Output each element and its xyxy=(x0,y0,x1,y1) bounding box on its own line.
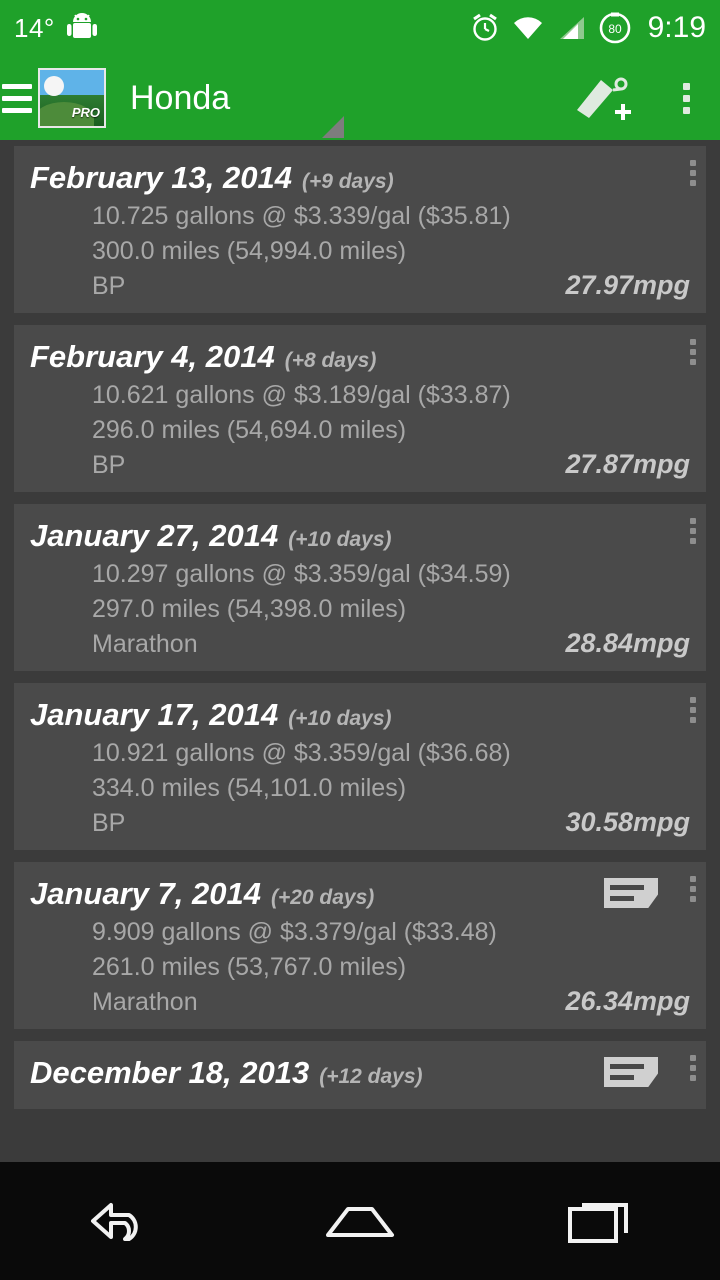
entry-mpg: 28.84mpg xyxy=(565,628,690,658)
list-item-footer: Marathon 28.84mpg xyxy=(30,628,690,659)
entry-distance: 334.0 miles (54,101.0 miles) xyxy=(92,774,407,802)
list-item[interactable]: January 7, 2014 (+20 days) 9.909 gallons… xyxy=(14,862,706,1029)
list-item[interactable]: February 4, 2014 (+8 days) 10.621 gallon… xyxy=(14,325,706,492)
entry-date: February 13, 2014 xyxy=(30,160,292,195)
note-icon xyxy=(604,878,658,908)
list-item-header: January 17, 2014 (+10 days) xyxy=(30,697,690,733)
row-overflow-menu-icon[interactable] xyxy=(690,876,696,902)
android-robot-icon xyxy=(65,13,99,43)
entry-distance: 297.0 miles (54,398.0 miles) xyxy=(92,595,407,623)
entry-date: January 17, 2014 xyxy=(30,697,279,732)
list-item[interactable]: December 18, 2013 (+12 days) xyxy=(14,1041,706,1109)
entry-mpg: 27.97mpg xyxy=(565,270,690,300)
entry-date: February 4, 2014 xyxy=(30,339,275,374)
entry-fuel: 9.909 gallons @ $3.379/gal ($33.48) xyxy=(92,918,497,946)
list-item[interactable]: January 17, 2014 (+10 days) 10.921 gallo… xyxy=(14,683,706,850)
entry-days: (+9 days) xyxy=(301,170,394,193)
entry-date: December 18, 2013 xyxy=(30,1055,310,1090)
list-item-footer: Marathon 26.34mpg xyxy=(30,986,690,1017)
row-overflow-menu-icon[interactable] xyxy=(690,697,696,723)
entry-station: Marathon xyxy=(92,630,198,658)
entry-mpg: 26.34mpg xyxy=(565,986,690,1016)
action-bar: PRO Honda xyxy=(0,56,720,140)
entry-mpg: 30.58mpg xyxy=(565,807,690,837)
entry-station: BP xyxy=(92,451,126,479)
entry-mpg: 27.87mpg xyxy=(565,449,690,479)
app-logo-badge: PRO xyxy=(71,105,100,120)
app-logo-icon[interactable]: PRO xyxy=(38,68,106,128)
back-nav-button[interactable] xyxy=(45,1181,195,1261)
page-title: Honda xyxy=(130,78,231,117)
system-nav-bar xyxy=(0,1162,720,1280)
entry-fuel: 10.621 gallons @ $3.189/gal ($33.87) xyxy=(92,381,511,409)
entry-days: (+12 days) xyxy=(319,1065,423,1088)
alarm-clock-icon xyxy=(470,13,500,43)
list-item-header: February 4, 2014 (+8 days) xyxy=(30,339,690,375)
status-bar: 14° xyxy=(0,0,720,56)
entry-station: Marathon xyxy=(92,988,198,1016)
list-item-footer: BP 27.97mpg xyxy=(30,270,690,301)
action-bar-actions xyxy=(571,70,710,126)
entry-station: BP xyxy=(92,272,126,300)
home-nav-button[interactable] xyxy=(285,1181,435,1261)
entry-date: January 27, 2014 xyxy=(30,518,279,553)
entry-fuel: 10.297 gallons @ $3.359/gal ($34.59) xyxy=(92,560,511,588)
row-overflow-menu-icon[interactable] xyxy=(690,1055,696,1081)
list-item-footer: BP 27.87mpg xyxy=(30,449,690,480)
wifi-icon xyxy=(512,15,544,41)
entry-fuel: 10.725 gallons @ $3.339/gal ($35.81) xyxy=(92,202,511,230)
fillup-list[interactable]: February 13, 2014 (+9 days) 10.725 gallo… xyxy=(0,140,720,1162)
entry-days: (+8 days) xyxy=(284,349,377,372)
recents-nav-button[interactable] xyxy=(525,1181,675,1261)
status-bar-left: 14° xyxy=(14,13,99,44)
entry-days: (+20 days) xyxy=(270,886,375,909)
list-item-header: January 27, 2014 (+10 days) xyxy=(30,518,690,554)
entry-station: BP xyxy=(92,809,126,837)
row-overflow-menu-icon[interactable] xyxy=(690,518,696,544)
entry-distance: 300.0 miles (54,994.0 miles) xyxy=(92,237,407,265)
entry-distance: 261.0 miles (53,767.0 miles) xyxy=(92,953,407,981)
entry-fuel: 10.921 gallons @ $3.359/gal ($36.68) xyxy=(92,739,511,767)
entry-distance: 296.0 miles (54,694.0 miles) xyxy=(92,416,407,444)
row-overflow-menu-icon[interactable] xyxy=(690,339,696,365)
entry-days: (+10 days) xyxy=(288,528,392,551)
battery-level-label: 80 xyxy=(608,22,622,36)
list-item-footer: BP 30.58mpg xyxy=(30,807,690,838)
overflow-menu-icon[interactable] xyxy=(673,77,700,120)
list-item[interactable]: January 27, 2014 (+10 days) 10.297 gallo… xyxy=(14,504,706,671)
list-item-header: December 18, 2013 (+12 days) xyxy=(30,1055,690,1091)
temperature-label: 14° xyxy=(14,12,55,43)
entry-date: January 7, 2014 xyxy=(30,876,261,911)
entry-days: (+10 days) xyxy=(288,707,392,730)
cell-signal-icon xyxy=(556,15,586,41)
status-bar-right: 80 9:19 xyxy=(470,11,706,45)
battery-icon: 80 xyxy=(598,11,632,45)
clock-label: 9:19 xyxy=(647,11,706,44)
row-overflow-menu-icon[interactable] xyxy=(690,160,696,186)
note-icon xyxy=(604,1057,658,1087)
menu-icon[interactable] xyxy=(0,76,34,120)
list-item[interactable]: February 13, 2014 (+9 days) 10.725 gallo… xyxy=(14,146,706,313)
add-fillup-icon[interactable] xyxy=(571,70,647,126)
resize-corner-indicator xyxy=(322,116,344,138)
list-item-header: February 13, 2014 (+9 days) xyxy=(30,160,690,196)
list-item-header: January 7, 2014 (+20 days) xyxy=(30,876,690,912)
